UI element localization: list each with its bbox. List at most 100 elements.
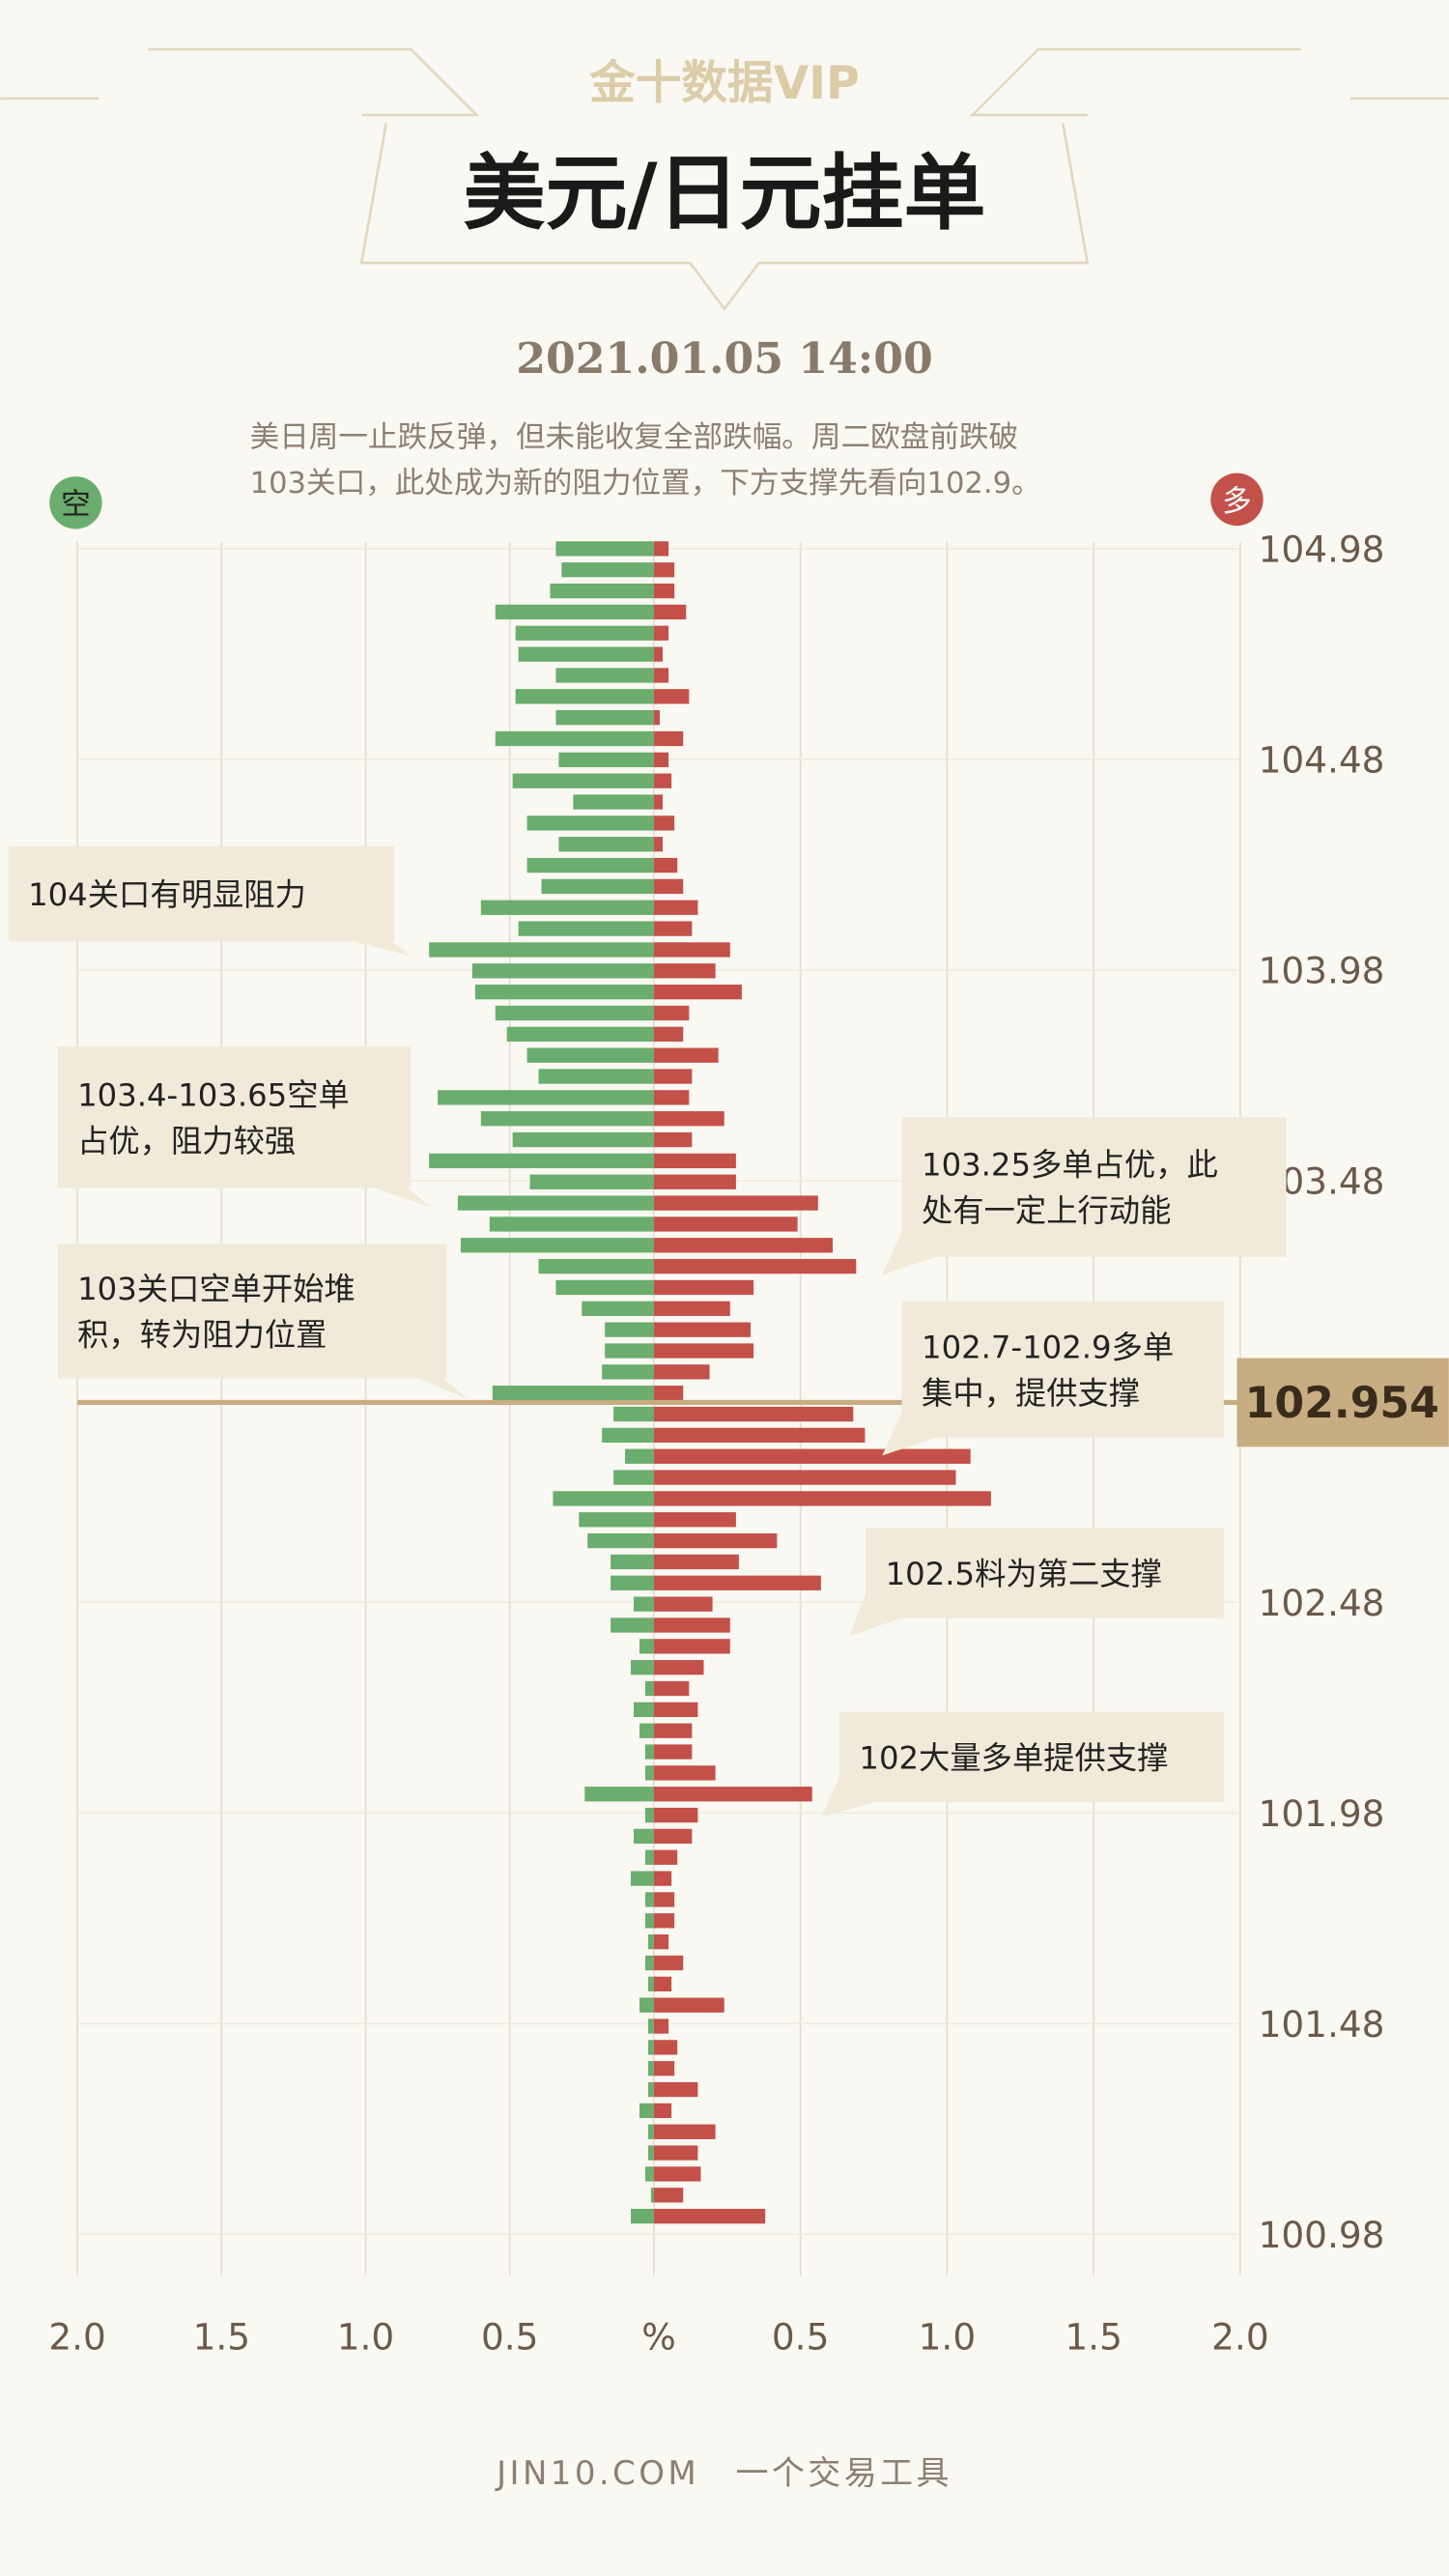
bar [653,1153,736,1169]
x-tick-label: 0.5 [481,2315,538,2358]
logo: 金十数据VIP [588,57,860,110]
annotation-box [866,1528,1224,1618]
bar [653,2018,669,2034]
bar [512,773,654,788]
bar [653,1680,690,1697]
bar [653,1322,752,1337]
bar [653,1639,730,1654]
bar [644,1913,654,1929]
bar [605,1343,654,1359]
bar [555,541,654,557]
bar [644,1765,654,1781]
bar [653,1427,866,1444]
bar [474,984,654,1000]
bar [653,541,669,557]
bar [653,1807,698,1823]
bar [644,1955,654,1971]
y-tick-label: 101.98 [1259,1792,1385,1835]
bar [579,1512,654,1528]
bar [495,604,654,620]
bar [653,1849,678,1865]
bar [653,900,698,915]
bar [631,1660,654,1675]
bar [653,1406,854,1422]
bar [653,984,742,1000]
long-label: 多 [1222,485,1252,519]
bar [573,794,654,810]
bar [611,1575,654,1590]
bar [611,1617,654,1633]
bar [526,1047,654,1063]
annotation-text: 102.7-102.9多单 [922,1329,1174,1365]
annotation-box [901,1301,1224,1438]
bar [653,1026,684,1042]
bar [647,2061,654,2076]
bar [653,1744,693,1760]
price-label: 102.954 [1245,1379,1439,1428]
bar [653,1069,693,1084]
bar [471,963,654,979]
bar [653,921,693,936]
bar [639,2103,654,2119]
bar [515,689,654,704]
x-tick-label: 1.5 [1065,2315,1122,2358]
bar [634,1596,654,1612]
bar [429,942,654,958]
bar [653,816,675,831]
bar [647,1976,654,1991]
bar [653,1005,690,1021]
bar [653,1448,971,1464]
bar [653,2124,716,2139]
y-tick-label: 104.98 [1259,528,1385,570]
bar [653,857,678,873]
bar [492,1386,654,1401]
x-tick-label: 1.0 [919,2315,976,2358]
y-tick-label: 104.48 [1259,739,1385,782]
bar [653,562,675,578]
bar [631,1871,654,1886]
bar [653,668,669,683]
y-tick-label: 102.48 [1259,1582,1385,1624]
annotation-text: 占优，阻力较强 [77,1123,296,1159]
bar [653,1131,693,1148]
bar [653,1238,834,1253]
x-tick-label: 2.0 [48,2315,105,2358]
bar [639,1723,654,1738]
bar [647,2124,654,2139]
bar [653,752,669,767]
annotation-text: 103.25多单占优，此 [922,1147,1218,1184]
bar [639,1997,654,2013]
bar [653,1955,684,1971]
description-line: 美日周一止跌反弹，但未能收复全部跌幅。周二欧盘前跌破 [250,420,1018,454]
annotation-pointer [882,1404,937,1456]
bar [429,1153,654,1169]
bar [605,1322,654,1337]
bar [653,1702,698,1718]
bar [653,604,687,620]
annotation-text: 103.4-103.65空单 [77,1076,350,1113]
bar [584,1787,654,1802]
bar [653,2061,675,2076]
bar [653,1364,710,1380]
footer: JIN10.COM 一个交易工具 [495,2454,952,2493]
bar [644,1849,654,1865]
bar [553,1491,654,1506]
bar [653,709,660,726]
bar [550,583,654,599]
bar [515,625,654,641]
bar [653,794,663,810]
annotation-text: 103关口空单开始堆 [77,1271,355,1307]
bar [518,921,654,936]
annotation-text: 积，转为阻力位置 [77,1317,327,1354]
y-tick-label: 103.98 [1259,950,1385,992]
bar [653,1090,690,1105]
bar [653,1554,739,1570]
bar [653,2040,678,2055]
description-line: 103关口，此处成为新的阻力位置，下方支撑先看向102.9。 [250,467,1041,501]
bar [558,752,654,767]
bar [653,878,684,895]
annotation-pointer [821,1769,874,1818]
bar [653,1913,675,1929]
